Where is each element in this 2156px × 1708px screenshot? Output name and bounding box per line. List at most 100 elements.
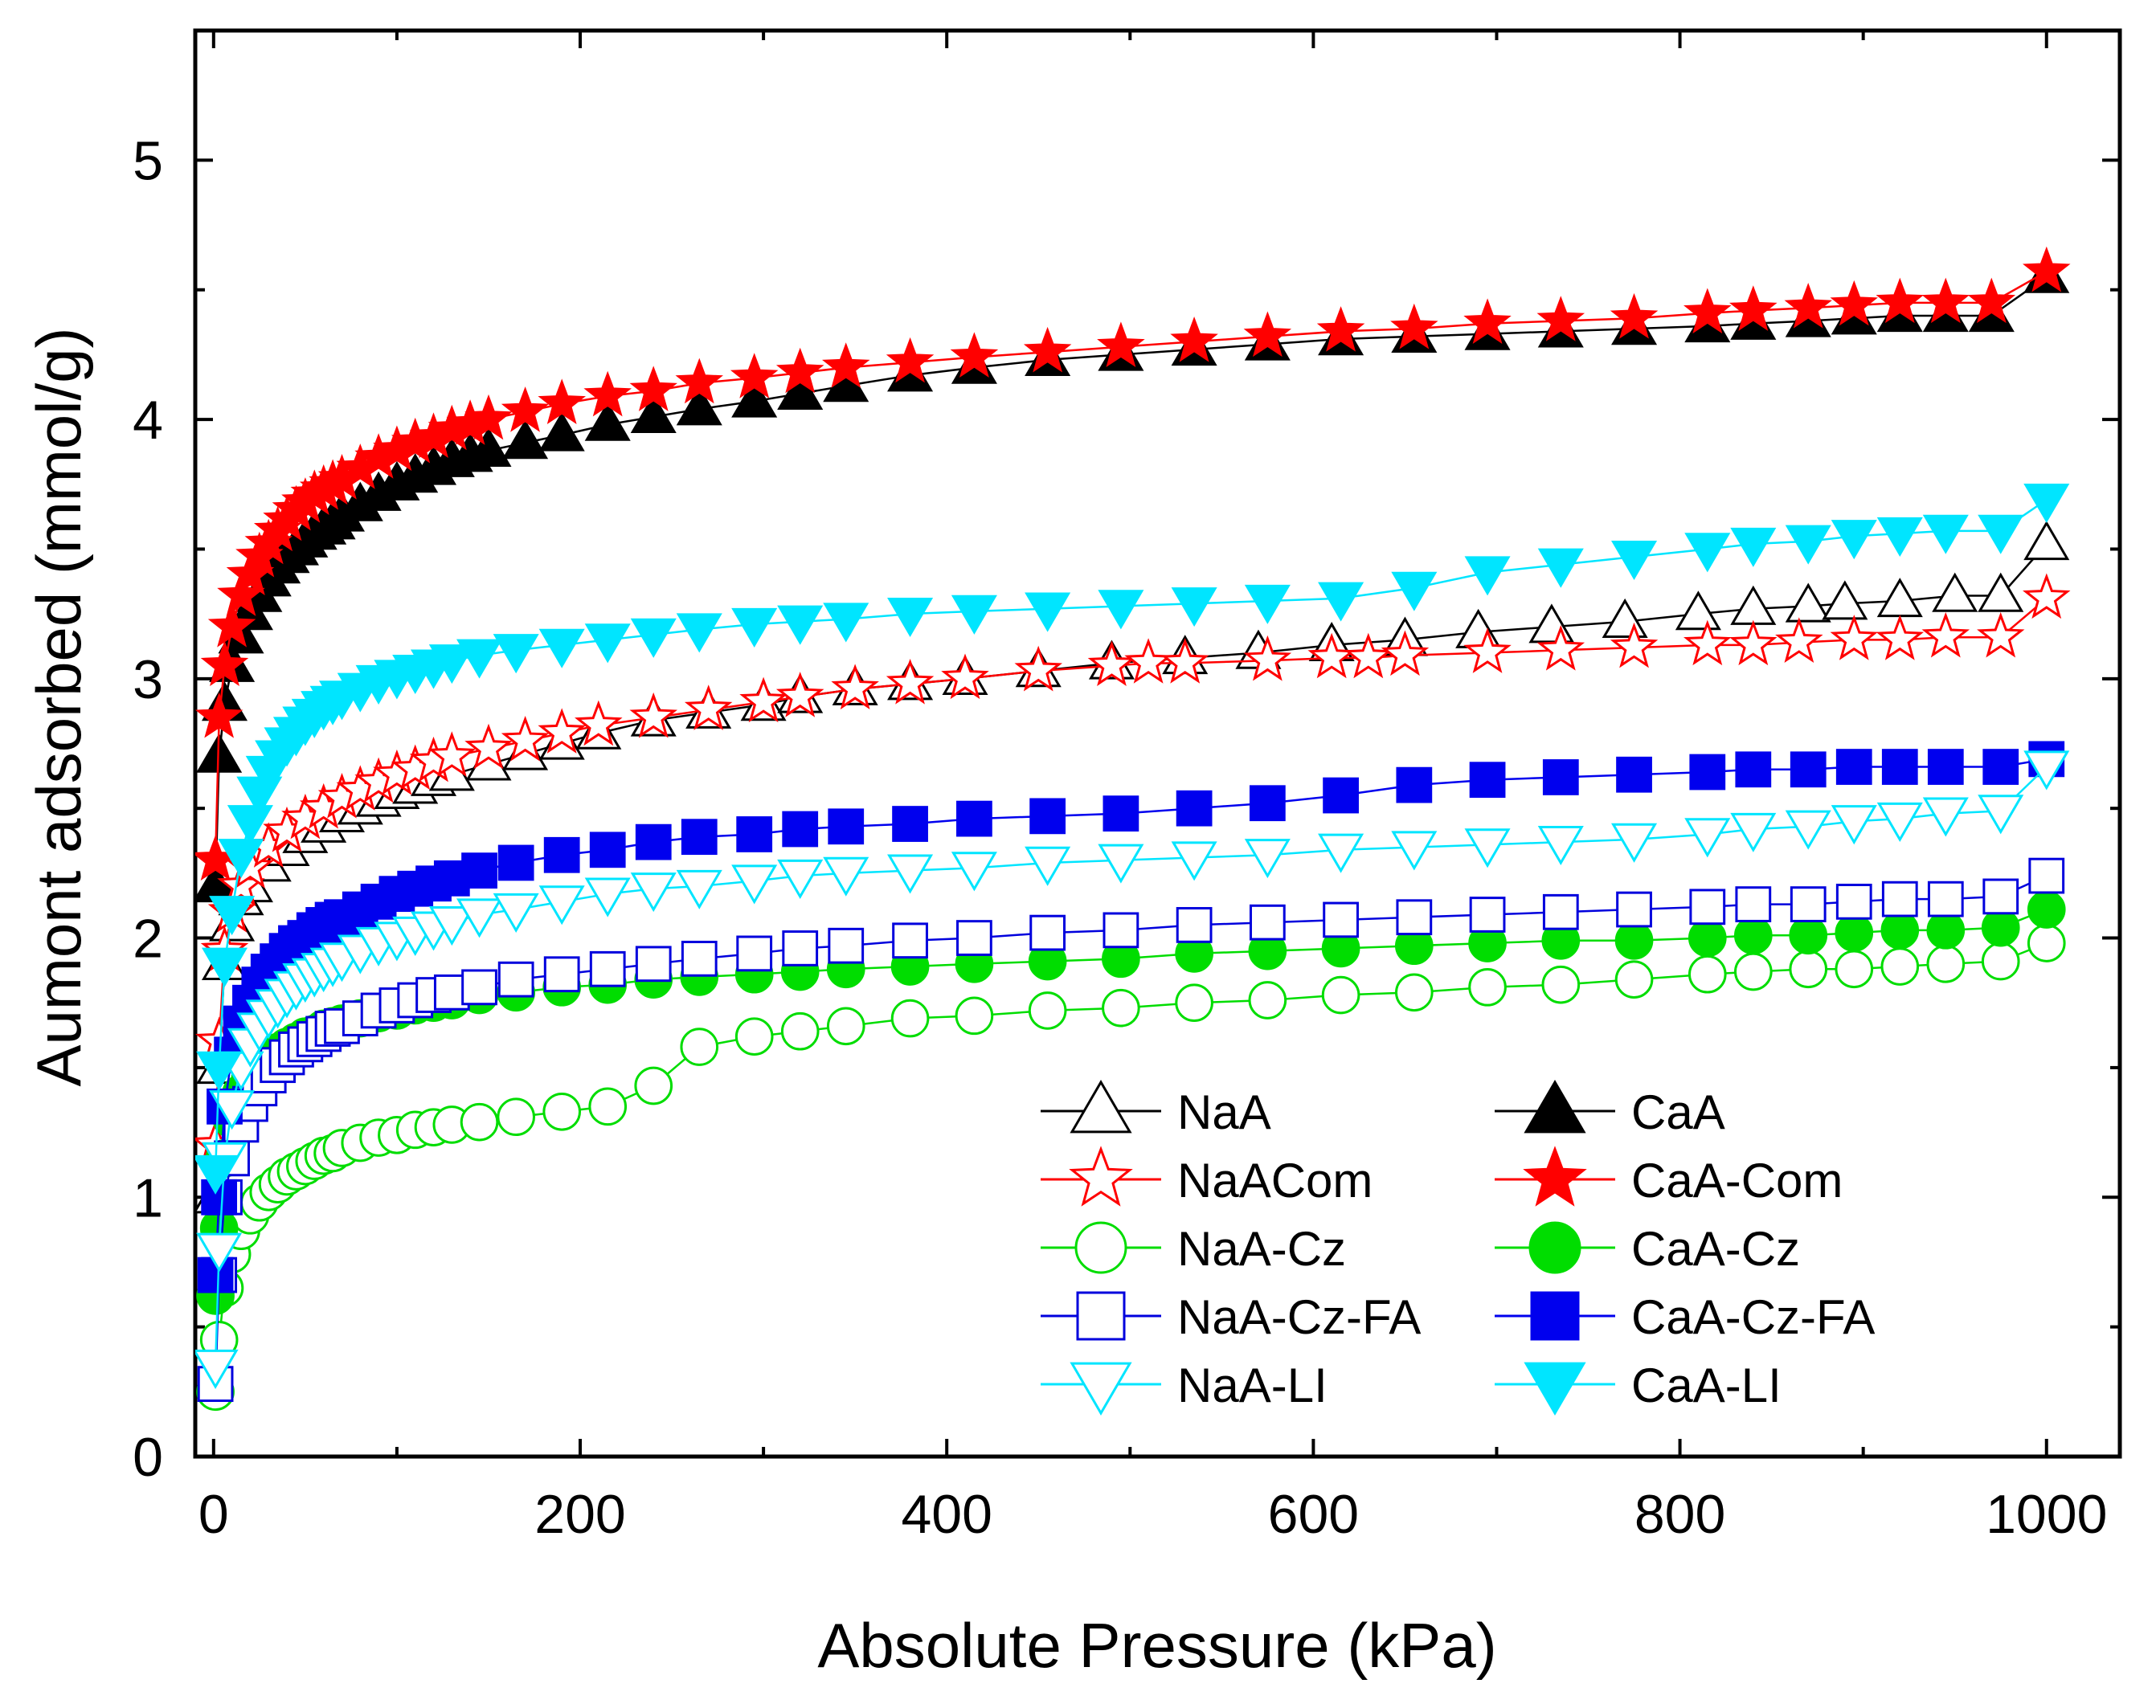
data-point [777, 370, 824, 410]
data-point [1537, 548, 1584, 588]
legend-marker [1524, 1080, 1586, 1134]
data-point [1683, 619, 1732, 666]
data-point [1542, 893, 1579, 930]
data-point [951, 852, 997, 892]
data-point [1775, 617, 1823, 663]
x-tick-label: 800 [1634, 1484, 1725, 1545]
data-point [1789, 916, 1828, 955]
data-point [1684, 533, 1731, 573]
data-point [1880, 911, 1920, 950]
data-point [1982, 878, 2019, 915]
data-point [1730, 527, 1777, 567]
data-point [1528, 603, 1575, 644]
data-point [1536, 625, 1585, 671]
data-point [1616, 756, 1652, 793]
data-point [1982, 749, 2019, 785]
x-tick-label: 400 [901, 1484, 992, 1545]
data-point [1097, 321, 1145, 368]
data-point [1124, 638, 1172, 684]
data-point [2023, 521, 2070, 561]
data-point [1395, 973, 1434, 1012]
plot-frame [193, 28, 2122, 1459]
y-axis-title: Aumont adsorbed (mmol/g) [23, 327, 94, 1086]
data-point [1978, 795, 2024, 835]
data-point [782, 930, 819, 966]
data-point [1391, 571, 1438, 611]
data-point [1831, 520, 1877, 560]
data-point [734, 1017, 774, 1056]
legend-marker [1070, 1362, 1132, 1416]
data-point [941, 653, 989, 700]
data-point [1789, 950, 1828, 989]
data-point [1830, 615, 1878, 660]
data-point [630, 393, 677, 434]
data-point [538, 378, 586, 425]
data-point [823, 603, 869, 643]
data-point [782, 811, 819, 848]
data-point [1455, 608, 1502, 648]
data-point [739, 676, 788, 723]
data-point [1464, 556, 1511, 596]
data-point [1102, 988, 1140, 1028]
series-layer [195, 246, 2071, 1412]
data-point [731, 378, 778, 418]
data-point [1321, 975, 1360, 1015]
data-point [2023, 246, 2071, 292]
data-point [589, 950, 626, 987]
data-point [1249, 904, 1286, 941]
data-point [1785, 582, 1831, 623]
data-point [950, 332, 999, 378]
data-point [736, 935, 773, 972]
data-point [1981, 908, 2020, 947]
y-tick-label: 2 [133, 909, 163, 970]
data-point [1248, 981, 1287, 1019]
legend-label: NaA-Cz-FA [1177, 1290, 1421, 1344]
legend-label: NaACom [1177, 1154, 1373, 1207]
x-tick-label: 600 [1268, 1484, 1359, 1545]
data-point [501, 716, 550, 762]
data-point [428, 731, 477, 777]
data-point [543, 956, 580, 993]
data-point [195, 692, 243, 738]
data-point [1733, 916, 1773, 955]
x-tick-label: 0 [198, 1484, 229, 1545]
legend-marker [1524, 1362, 1586, 1416]
data-point [1977, 611, 2025, 658]
data-point [497, 844, 534, 881]
data-point [676, 613, 722, 653]
data-point [887, 597, 934, 638]
data-point [456, 639, 503, 679]
data-point [731, 864, 778, 905]
data-point [1396, 899, 1433, 936]
data-point [1822, 580, 1868, 620]
data-point [1171, 587, 1217, 627]
data-point [1323, 777, 1359, 814]
data-point [1683, 288, 1732, 334]
data-point [1926, 911, 1966, 950]
data-point [200, 640, 249, 686]
data-point [630, 618, 677, 658]
data-point [1927, 749, 1964, 785]
data-point [538, 708, 586, 754]
x-tick-labels: 0 200 400 600 800 1000 [198, 1484, 2108, 1545]
data-point [1922, 797, 1969, 837]
data-point [575, 700, 623, 746]
data-point [629, 692, 677, 738]
data-point [456, 898, 503, 938]
legend-label: NaA-LI [1177, 1359, 1328, 1412]
legend-label: CaA [1631, 1085, 1725, 1139]
data-point [1922, 514, 1969, 554]
data-point [1978, 514, 2024, 554]
data-point [218, 839, 264, 879]
data-point [1243, 311, 1292, 358]
data-point [684, 684, 733, 730]
data-point [1876, 517, 1923, 557]
data-point [493, 634, 539, 674]
data-point [681, 940, 718, 977]
data-point [1014, 645, 1062, 692]
legend-marker [1523, 1146, 1587, 1207]
x-tick-label: 1000 [1986, 1484, 2107, 1545]
legend-marker [1074, 1221, 1127, 1274]
data-point [2023, 483, 2070, 524]
